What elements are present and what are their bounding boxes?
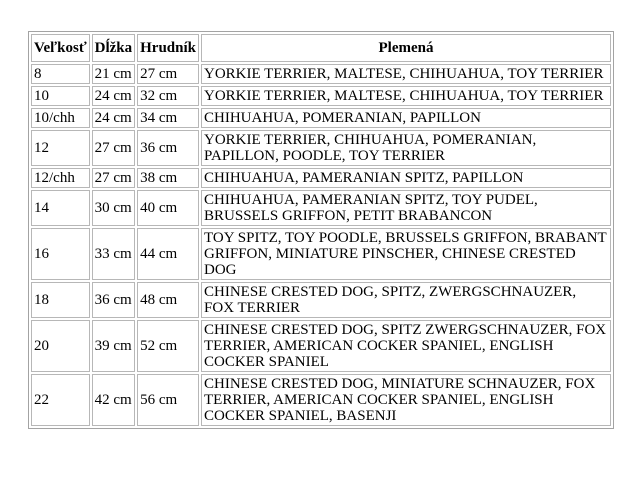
breeds-cell: YORKIE TERRIER, MALTESE, CHIHUAHUA, TOY … (201, 64, 612, 84)
length-cell: 33 cm (91, 228, 136, 280)
breeds-cell: CHIHUAHUA, PAMERANIAN SPITZ, TOY PUDEL, … (201, 190, 612, 226)
length-cell: 27 cm (91, 130, 136, 166)
table-row: 16 33 cm 44 cm TOY SPITZ, TOY POODLE, BR… (31, 228, 612, 280)
length-cell: 27 cm (91, 168, 136, 188)
breeds-cell: CHIHUAHUA, POMERANIAN, PAPILLON (201, 108, 612, 128)
breeds-cell: CHIHUAHUA, PAMERANIAN SPITZ, PAPILLON (201, 168, 612, 188)
chest-cell: 40 cm (137, 190, 200, 226)
table-row: 8 21 cm 27 cm YORKIE TERRIER, MALTESE, C… (31, 64, 612, 84)
table-row: 20 39 cm 52 cm CHINESE CRESTED DOG, SPIT… (31, 320, 612, 372)
header-row: Veľkosť Dĺžka Hrudník Plemená (31, 34, 612, 62)
column-header-size: Veľkosť (31, 34, 90, 62)
breeds-cell: CHINESE CRESTED DOG, SPITZ ZWERGSCHNAUZE… (201, 320, 612, 372)
table-row: 14 30 cm 40 cm CHIHUAHUA, PAMERANIAN SPI… (31, 190, 612, 226)
column-header-breeds: Plemená (201, 34, 612, 62)
table-row: 12/chh 27 cm 38 cm CHIHUAHUA, PAMERANIAN… (31, 168, 612, 188)
size-cell: 20 (31, 320, 90, 372)
chest-cell: 52 cm (137, 320, 200, 372)
chest-cell: 56 cm (137, 374, 200, 426)
length-cell: 30 cm (91, 190, 136, 226)
size-cell: 18 (31, 282, 90, 318)
chest-cell: 48 cm (137, 282, 200, 318)
chest-cell: 27 cm (137, 64, 200, 84)
length-cell: 24 cm (91, 86, 136, 106)
breeds-cell: YORKIE TERRIER, CHIHUAHUA, POMERANIAN, P… (201, 130, 612, 166)
breeds-cell: TOY SPITZ, TOY POODLE, BRUSSELS GRIFFON,… (201, 228, 612, 280)
table-row: 10/chh 24 cm 34 cm CHIHUAHUA, POMERANIAN… (31, 108, 612, 128)
length-cell: 21 cm (91, 64, 136, 84)
table-row: 12 27 cm 36 cm YORKIE TERRIER, CHIHUAHUA… (31, 130, 612, 166)
size-cell: 10/chh (31, 108, 90, 128)
size-cell: 22 (31, 374, 90, 426)
length-cell: 36 cm (91, 282, 136, 318)
dog-size-chart-table: Veľkosť Dĺžka Hrudník Plemená 8 21 cm 27… (28, 31, 615, 429)
length-cell: 39 cm (91, 320, 136, 372)
table-row: 10 24 cm 32 cm YORKIE TERRIER, MALTESE, … (31, 86, 612, 106)
table-row: 18 36 cm 48 cm CHINESE CRESTED DOG, SPIT… (31, 282, 612, 318)
breeds-cell: CHINESE CRESTED DOG, MINIATURE SCHNAUZER… (201, 374, 612, 426)
size-cell: 10 (31, 86, 90, 106)
breeds-cell: CHINESE CRESTED DOG, SPITZ, ZWERGSCHNAUZ… (201, 282, 612, 318)
column-header-chest: Hrudník (137, 34, 200, 62)
chest-cell: 32 cm (137, 86, 200, 106)
column-header-length: Dĺžka (91, 34, 136, 62)
length-cell: 24 cm (91, 108, 136, 128)
chest-cell: 36 cm (137, 130, 200, 166)
size-cell: 14 (31, 190, 90, 226)
length-cell: 42 cm (91, 374, 136, 426)
size-cell: 8 (31, 64, 90, 84)
chest-cell: 44 cm (137, 228, 200, 280)
breeds-cell: YORKIE TERRIER, MALTESE, CHIHUAHUA, TOY … (201, 86, 612, 106)
size-cell: 16 (31, 228, 90, 280)
size-cell: 12/chh (31, 168, 90, 188)
chest-cell: 34 cm (137, 108, 200, 128)
table-row: 22 42 cm 56 cm CHINESE CRESTED DOG, MINI… (31, 374, 612, 426)
chest-cell: 38 cm (137, 168, 200, 188)
size-cell: 12 (31, 130, 90, 166)
